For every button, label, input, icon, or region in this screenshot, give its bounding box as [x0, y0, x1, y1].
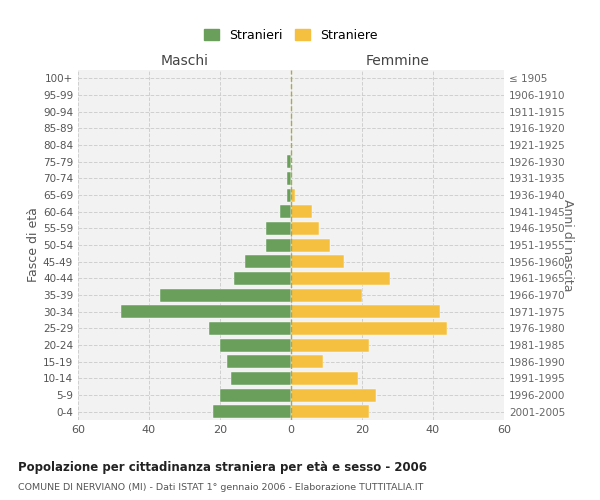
Text: Maschi: Maschi [161, 54, 209, 68]
Bar [245, 255, 291, 268]
Y-axis label: Fasce di età: Fasce di età [27, 208, 40, 282]
Bar [291, 255, 344, 268]
Bar [291, 405, 369, 418]
Legend: Stranieri, Straniere: Stranieri, Straniere [199, 24, 383, 47]
Bar [291, 388, 376, 402]
Bar [291, 272, 391, 285]
Bar [220, 338, 291, 351]
Bar [209, 322, 291, 335]
Bar [291, 322, 447, 335]
Bar [291, 338, 369, 351]
Bar [287, 155, 291, 168]
Bar [266, 222, 291, 235]
Bar [160, 288, 291, 302]
Bar [213, 405, 291, 418]
Bar [291, 372, 358, 385]
Bar [266, 238, 291, 252]
Bar [280, 205, 291, 218]
Text: Femmine: Femmine [365, 54, 430, 68]
Bar [291, 288, 362, 302]
Y-axis label: Anni di nascita: Anni di nascita [561, 198, 574, 291]
Bar [234, 272, 291, 285]
Bar [287, 172, 291, 185]
Bar [220, 388, 291, 402]
Bar [121, 305, 291, 318]
Bar [291, 238, 330, 252]
Bar [291, 188, 295, 202]
Bar [230, 372, 291, 385]
Bar [291, 205, 313, 218]
Bar [291, 305, 440, 318]
Bar [227, 355, 291, 368]
Bar [291, 222, 319, 235]
Bar [291, 355, 323, 368]
Text: Popolazione per cittadinanza straniera per età e sesso - 2006: Popolazione per cittadinanza straniera p… [18, 461, 427, 474]
Text: COMUNE DI NERVIANO (MI) - Dati ISTAT 1° gennaio 2006 - Elaborazione TUTTITALIA.I: COMUNE DI NERVIANO (MI) - Dati ISTAT 1° … [18, 484, 424, 492]
Bar [287, 188, 291, 202]
